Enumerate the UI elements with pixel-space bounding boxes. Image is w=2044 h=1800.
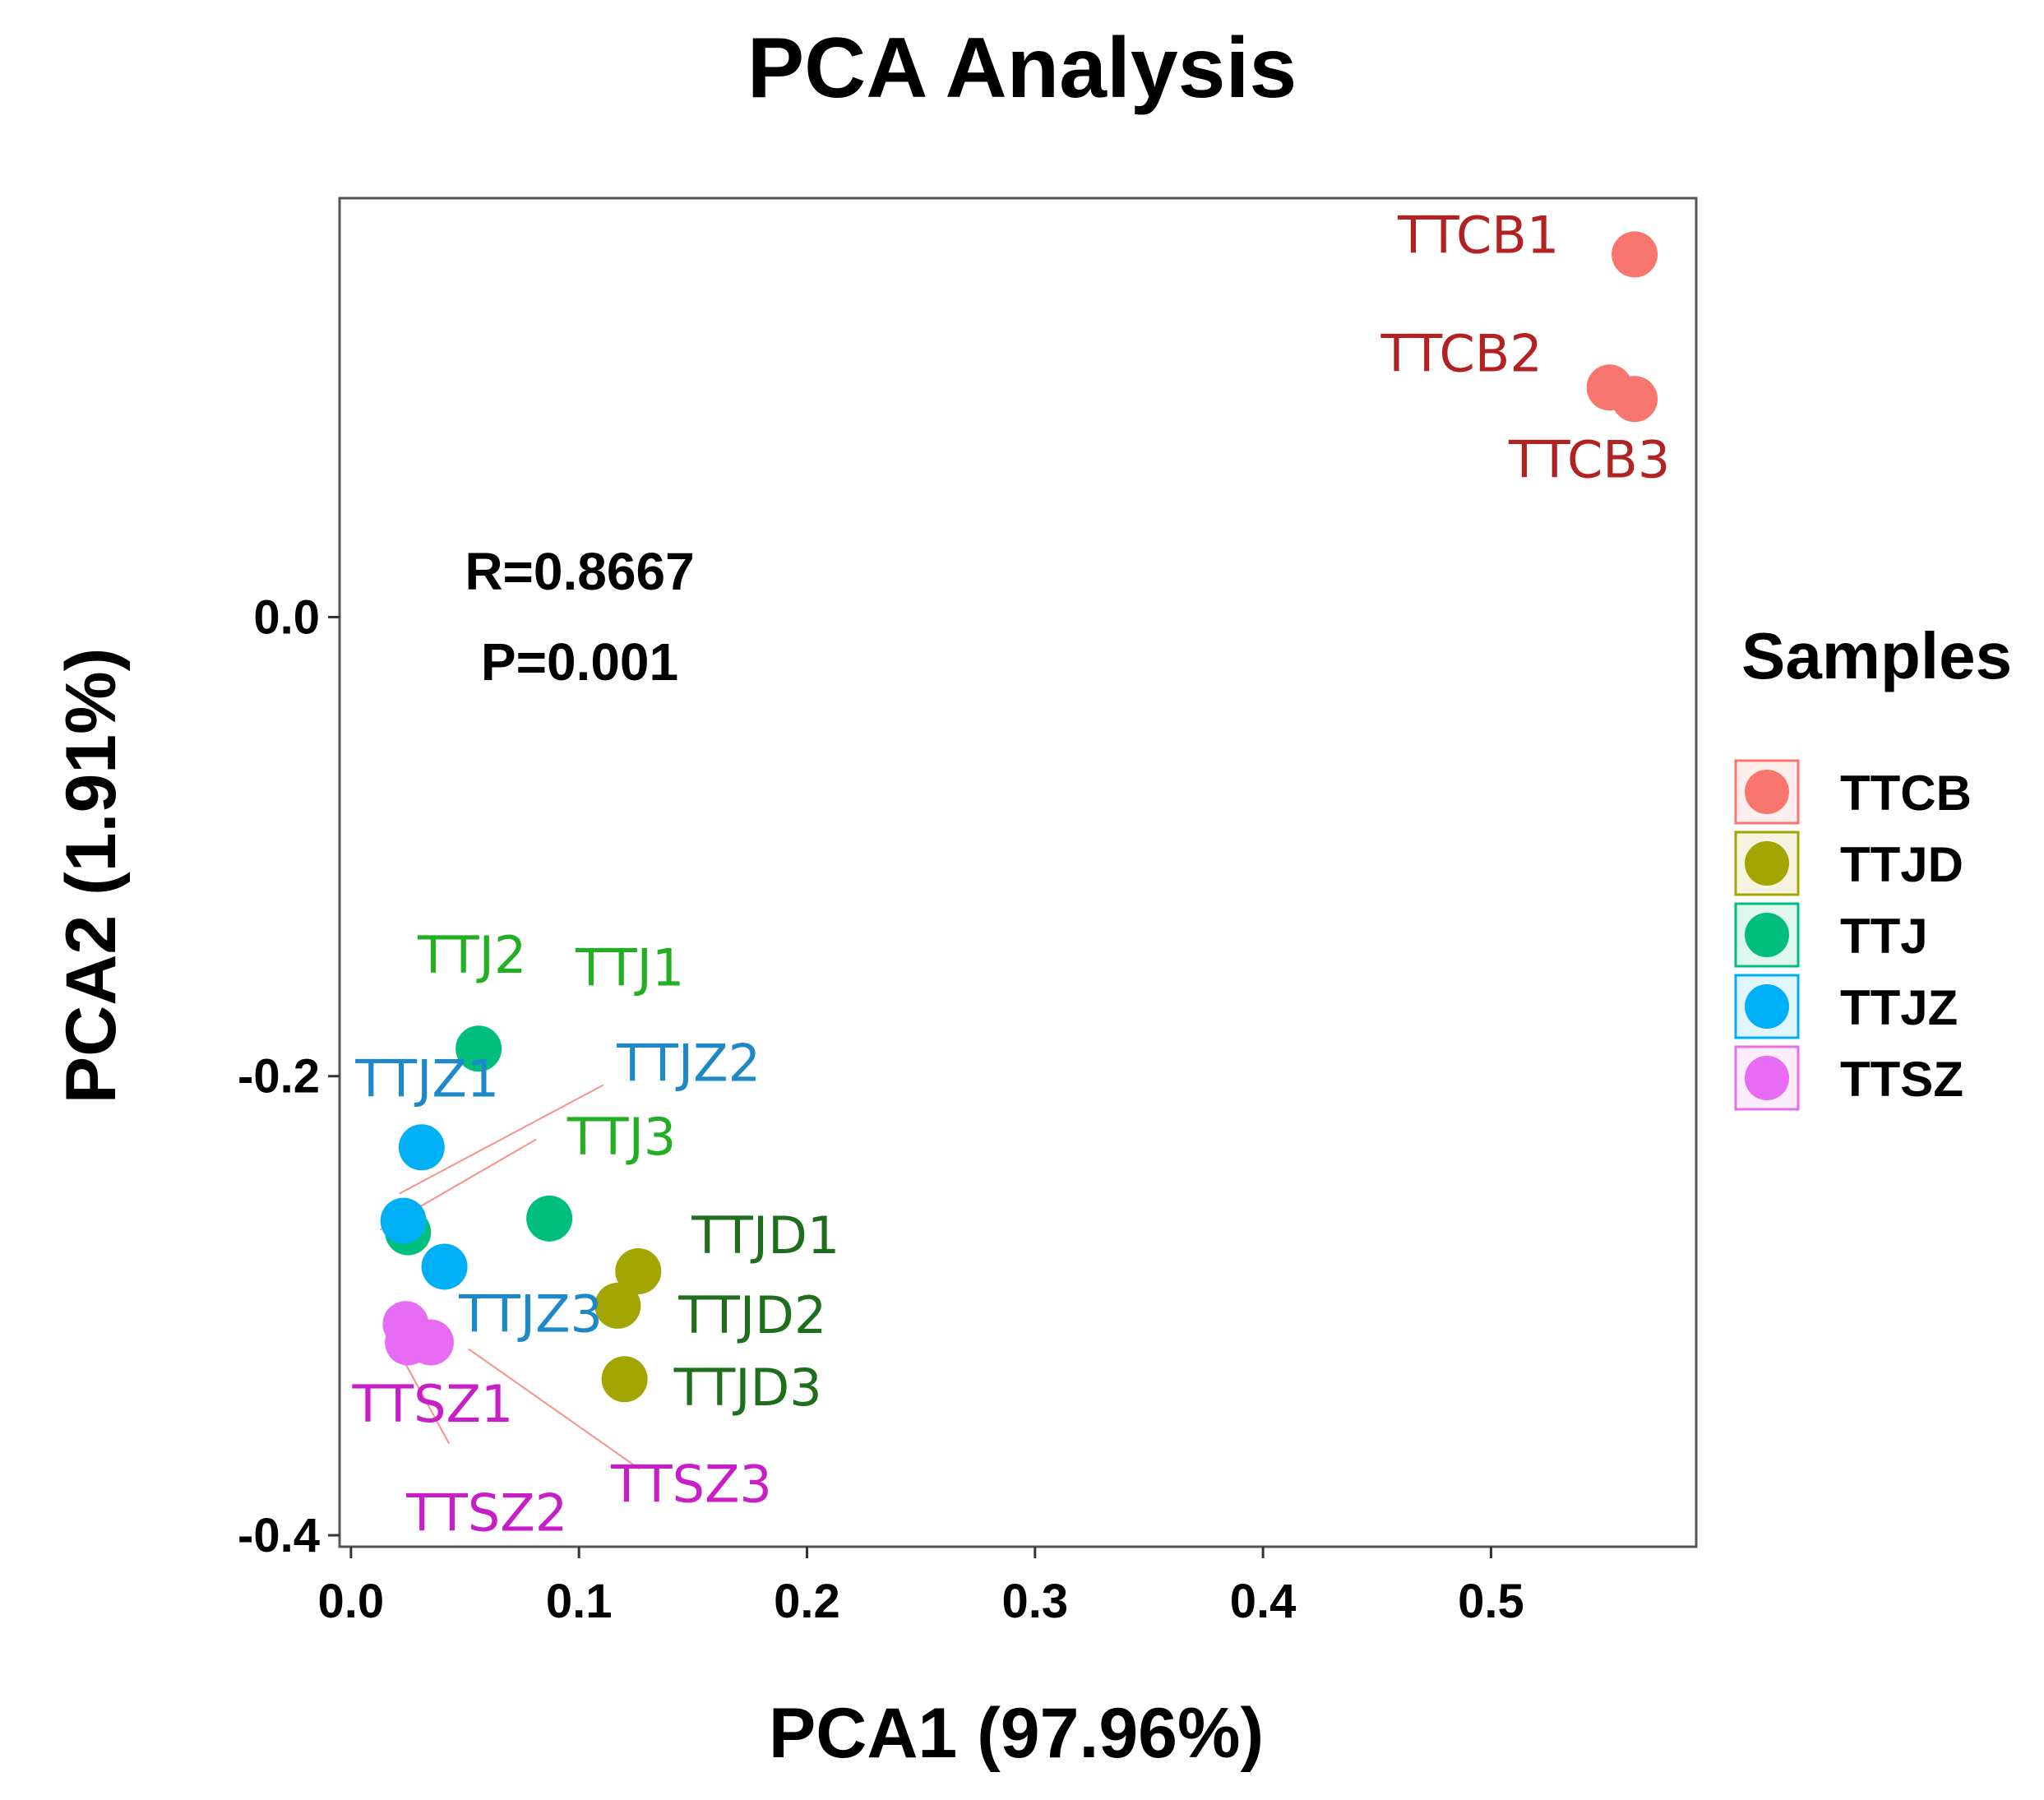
legend-label-ttj: TTJ — [1840, 909, 1928, 964]
data-point-ttjd3 — [601, 1356, 648, 1403]
x-tick-label: 0.2 — [774, 1575, 840, 1628]
legend-label-ttjz: TTJZ — [1840, 980, 1958, 1035]
point-label-ttj2: TTJ2 — [417, 925, 526, 985]
legend-marker-ttj — [1745, 913, 1789, 957]
legend-label-ttjd: TTJD — [1840, 837, 1963, 892]
r-statistic: R=0.8667 — [465, 542, 694, 601]
data-point-ttj2 — [456, 1025, 502, 1072]
point-label-ttjz1: TTJZ1 — [354, 1048, 499, 1108]
y-tick-label: -0.4 — [238, 1509, 320, 1562]
x-axis-ticks: 0.0 0.1 0.2 0.3 0.4 0.5 — [318, 1547, 1524, 1628]
y-tick-label: -0.2 — [238, 1050, 320, 1104]
point-label-ttjd3: TTJD3 — [673, 1358, 822, 1418]
point-label-ttj3: TTJ3 — [566, 1107, 676, 1167]
data-point-labels: TTCB1 TTCB2 TTCB3 TTJ1 TTJ2 TTJ3 TTJZ1 TTJZ2 TTJ… — [351, 205, 1670, 1543]
legend-label-ttcb: TTCB — [1840, 766, 1972, 821]
leader-line-ttsz2 — [399, 1353, 451, 1445]
point-label-ttcb3: TTCB3 — [1508, 429, 1670, 489]
y-axis-ticks: 0.0 -0.2 -0.4 — [238, 590, 340, 1562]
data-point-ttcb1 — [1612, 231, 1658, 278]
legend-marker-ttjd — [1745, 841, 1789, 886]
p-value: P=0.001 — [481, 632, 678, 692]
chart-title: PCA Analysis — [747, 21, 1297, 116]
legend-label-ttsz: TTSZ — [1840, 1052, 1963, 1107]
point-label-ttcb1: TTCB1 — [1397, 205, 1559, 265]
data-point-ttcb3 — [1612, 376, 1658, 423]
legend-title: Samples — [1741, 619, 2012, 692]
x-tick-label: 0.3 — [1001, 1575, 1068, 1628]
data-point-ttjd2 — [594, 1282, 641, 1329]
leader-line-ttsz3 — [468, 1348, 640, 1470]
point-label-ttsz2: TTSZ2 — [405, 1483, 567, 1543]
y-axis-title: PCA2 (1.91%) — [52, 648, 131, 1104]
plot-frame — [338, 197, 1698, 1548]
point-label-ttjd2: TTJD2 — [677, 1285, 826, 1345]
y-tick-label: 0.0 — [253, 590, 320, 644]
legend-items: TTCB TTJD TTJ TTJZ TTSZ — [1734, 759, 1972, 1111]
point-label-ttjz2: TTJZ2 — [616, 1034, 761, 1094]
x-axis-title: PCA1 (97.96%) — [769, 1694, 1264, 1773]
data-point-ttjz2 — [380, 1197, 427, 1244]
data-point-ttjd1 — [615, 1248, 662, 1295]
x-tick-label: 0.0 — [318, 1575, 385, 1628]
data-points — [380, 231, 1658, 1403]
legend: Samples TTCB TTJD TTJ TTJZ TTSZ — [1734, 619, 2012, 1111]
legend-marker-ttcb — [1745, 770, 1789, 814]
leader-line-ttjz2 — [399, 1084, 604, 1195]
point-label-ttcb2: TTCB2 — [1380, 323, 1542, 383]
point-label-ttj1: TTJ1 — [575, 938, 684, 998]
data-point-ttjz1 — [398, 1124, 445, 1171]
x-tick-label: 0.5 — [1458, 1575, 1524, 1628]
x-tick-label: 0.4 — [1230, 1575, 1297, 1628]
data-point-ttj3 — [526, 1195, 573, 1242]
legend-marker-ttsz — [1745, 1056, 1789, 1100]
data-point-ttjz3 — [421, 1243, 468, 1290]
legend-marker-ttjz — [1745, 984, 1789, 1029]
point-label-ttjd1: TTJD1 — [691, 1205, 839, 1266]
data-point-ttsz3 — [407, 1319, 454, 1366]
x-tick-label: 0.1 — [546, 1575, 613, 1628]
point-label-ttsz1: TTSZ1 — [351, 1374, 513, 1434]
point-label-ttsz3: TTSZ3 — [610, 1455, 772, 1515]
point-label-ttjz3: TTJZ3 — [458, 1284, 603, 1344]
